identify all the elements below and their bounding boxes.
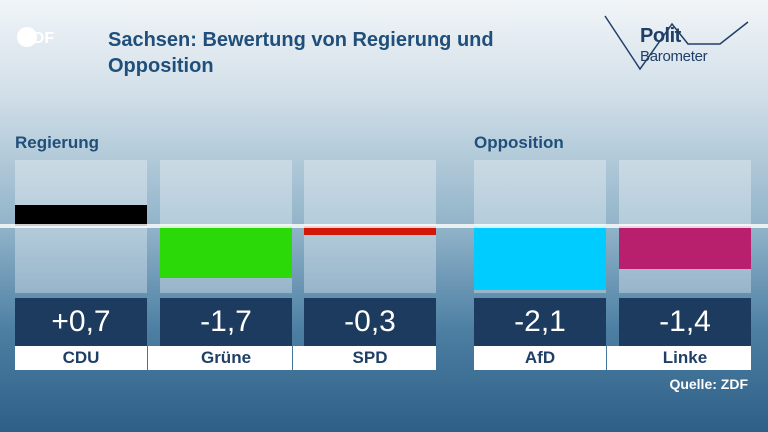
group-label-opposition: Opposition — [474, 133, 564, 152]
value-label-cdu: +0,7 — [15, 298, 147, 346]
title-line-1: Sachsen: Bewertung von Regierung und — [108, 29, 494, 51]
category-label-spd: SPD — [304, 346, 436, 370]
category-label-afd: AfD — [474, 346, 606, 370]
value-label-gr-ne: -1,7 — [160, 298, 292, 346]
politbarometer-logo-graphic — [604, 15, 749, 71]
category-label-linke: Linke — [619, 346, 751, 370]
politbarometer-logo-line-2: Barometer — [640, 48, 708, 65]
value-label-linke: -1,4 — [619, 298, 751, 346]
zdf-logo: ZDF — [17, 27, 54, 47]
title-line-2: Opposition — [108, 55, 214, 77]
bar-linke — [619, 226, 751, 269]
bar-cdu — [15, 204, 147, 226]
category-label-cdu: CDU — [15, 346, 147, 370]
bar-gr-ne — [160, 226, 292, 278]
zero-line — [0, 224, 768, 228]
politbarometer-logo-line-1: Polit — [640, 25, 681, 47]
chart-title: Sachsen: Bewertung von Regierung und Opp… — [108, 27, 578, 79]
svg-text:ZDF: ZDF — [23, 30, 54, 47]
bar-afd — [474, 226, 606, 290]
label-separator — [293, 346, 305, 370]
value-label-afd: -2,1 — [474, 298, 606, 346]
source-note: Quelle: ZDF — [669, 376, 748, 392]
group-label-government: Regierung — [15, 133, 100, 152]
category-label-gr-ne: Grüne — [160, 346, 292, 370]
value-label-spd: -0,3 — [304, 298, 436, 346]
bar-spd — [304, 226, 436, 236]
label-separator — [148, 346, 160, 370]
label-separator — [607, 346, 619, 370]
